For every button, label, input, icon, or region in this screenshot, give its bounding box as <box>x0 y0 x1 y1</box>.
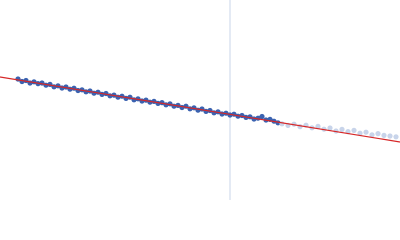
data-point <box>387 133 393 139</box>
data-point <box>351 127 357 133</box>
data-point <box>259 113 265 120</box>
fit-line <box>0 76 400 143</box>
data-point <box>369 132 375 138</box>
chart <box>0 0 400 200</box>
data-point <box>375 131 381 137</box>
data-point <box>363 129 369 135</box>
data-point <box>339 126 345 132</box>
data-point <box>315 123 321 129</box>
data-point <box>393 134 399 140</box>
data-point <box>357 130 363 136</box>
data-point <box>327 125 333 131</box>
data-point <box>381 132 387 138</box>
